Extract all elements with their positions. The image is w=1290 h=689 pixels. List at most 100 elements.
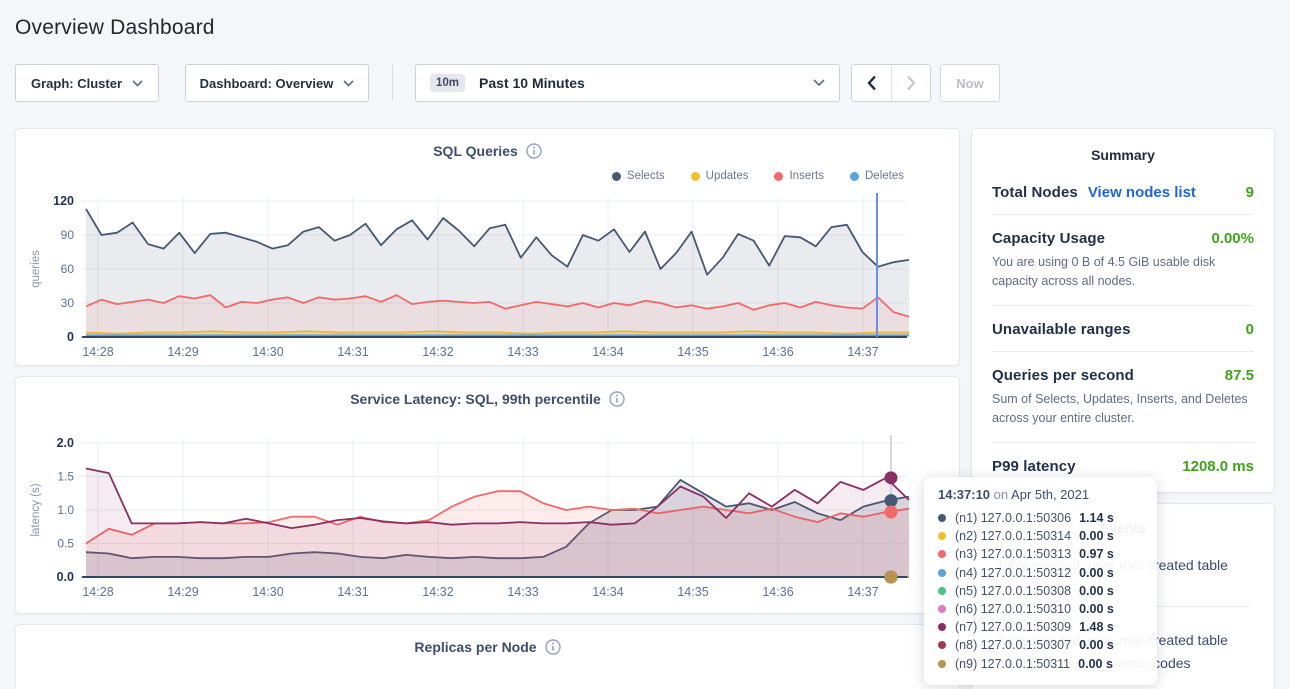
legend-item[interactable]: Selects xyxy=(612,167,665,185)
info-icon[interactable] xyxy=(609,391,625,407)
legend-item[interactable]: Deletes xyxy=(850,167,904,185)
tooltip-row: (n8) 127.0.0.1:50307 0.00 s xyxy=(938,636,1143,654)
legend-item[interactable]: Inserts xyxy=(774,167,824,185)
svg-text:1.5: 1.5 xyxy=(57,470,74,484)
time-step-buttons xyxy=(851,64,931,102)
time-range-badge: 10m xyxy=(430,74,465,92)
summary-value: 1208.0 ms xyxy=(1182,458,1254,475)
summary-value: 9 xyxy=(1246,184,1254,201)
tooltip-rows: (n1) 127.0.0.1:50306 1.14 s (n2) 127.0.0.1… xyxy=(938,509,1143,673)
summary-label: Queries per second xyxy=(992,367,1134,384)
tooltip-row: (n4) 127.0.0.1:50312 0.00 s xyxy=(938,564,1143,582)
tooltip-value: 0.00 s xyxy=(1078,657,1113,671)
sql-queries-title-row: SQL Queries xyxy=(16,129,959,159)
tooltip-row: (n1) 127.0.0.1:50306 1.14 s xyxy=(938,509,1143,527)
chart-title: Service Latency: SQL, 99th percentile xyxy=(350,391,601,407)
svg-text:latency (s): latency (s) xyxy=(30,483,42,536)
latency-card: Service Latency: SQL, 99th percentile 0.… xyxy=(15,376,960,614)
graph-scope-label: Graph: Cluster xyxy=(31,76,122,91)
tooltip-node-label: (n6) 127.0.0.1:50310 xyxy=(955,602,1071,616)
svg-text:0.5: 0.5 xyxy=(57,537,74,551)
summary-panel: Summary Total Nodes View nodes list 9 Capac… xyxy=(971,128,1275,493)
chart-legend: Selects Updates Inserts Deletes xyxy=(16,159,959,185)
legend-series-dot-icon xyxy=(691,172,700,181)
time-range-selector[interactable]: 10m Past 10 Minutes xyxy=(415,64,840,102)
svg-text:14:35: 14:35 xyxy=(677,585,708,599)
tooltip-node-label: (n8) 127.0.0.1:50307 xyxy=(955,638,1071,652)
tooltip-series-dot-icon xyxy=(938,587,946,595)
tooltip-series-dot-icon xyxy=(938,550,946,558)
legend-item[interactable]: Updates xyxy=(691,167,749,185)
tooltip-value: 0.97 s xyxy=(1079,547,1114,561)
spacer xyxy=(16,407,959,433)
tooltip-row: (n9) 127.0.0.1:50311 0.00 s xyxy=(938,655,1143,673)
tooltip-node-label: (n9) 127.0.0.1:50311 xyxy=(955,657,1070,671)
svg-text:14:37: 14:37 xyxy=(847,345,878,359)
legend-series-dot-icon xyxy=(774,172,783,181)
svg-text:14:37: 14:37 xyxy=(847,585,878,599)
tooltip-value: 0.00 s xyxy=(1079,566,1114,580)
time-now-button[interactable]: Now xyxy=(940,64,1000,102)
view-nodes-link[interactable]: View nodes list xyxy=(1088,184,1196,201)
legend-label: Selects xyxy=(627,170,665,182)
tooltip-node-label: (n7) 127.0.0.1:50309 xyxy=(955,620,1071,634)
dashboard-label: Dashboard: Overview xyxy=(200,76,334,91)
summary-row: Queries per second 87.5 Sum of Selects, Up… xyxy=(992,351,1254,442)
summary-rows: Total Nodes View nodes list 9 Capacity Usag… xyxy=(992,169,1254,488)
tooltip-value: 0.00 s xyxy=(1079,529,1114,543)
summary-description: Sum of Selects, Updates, Inserts, and De… xyxy=(992,390,1254,429)
tooltip-series-dot-icon xyxy=(938,532,946,540)
legend-label: Inserts xyxy=(789,170,824,182)
summary-value: 87.5 xyxy=(1225,367,1254,384)
tooltip-value: 0.00 s xyxy=(1079,638,1114,652)
tooltip-row: (n2) 127.0.0.1:503140.00 s xyxy=(938,527,1143,545)
time-prev-button[interactable] xyxy=(852,65,891,101)
tooltip-row: (n3) 127.0.0.1:50313 0.97 s xyxy=(938,545,1143,563)
svg-text:0: 0 xyxy=(67,330,74,344)
tooltip-value: 0.00 s xyxy=(1079,584,1114,598)
svg-text:14:35: 14:35 xyxy=(677,345,708,359)
toolbar-divider xyxy=(392,65,393,101)
info-icon[interactable] xyxy=(545,639,561,655)
svg-text:14:32: 14:32 xyxy=(422,585,453,599)
graph-scope-dropdown[interactable]: Graph: Cluster xyxy=(15,64,159,102)
latency-title-row: Service Latency: SQL, 99th percentile xyxy=(16,377,959,407)
tooltip-connector: on xyxy=(994,487,1008,502)
svg-text:14:29: 14:29 xyxy=(167,345,198,359)
summary-label: Total Nodes xyxy=(992,184,1078,201)
time-next-button[interactable] xyxy=(891,65,930,101)
dashboard-dropdown[interactable]: Dashboard: Overview xyxy=(185,64,369,102)
latency-chart[interactable]: 0.00.51.01.52.014:2814:2914:3014:3114:32… xyxy=(16,433,959,605)
chevron-left-icon xyxy=(867,75,877,91)
tooltip-value: 1.14 s xyxy=(1079,511,1114,525)
summary-title: Summary xyxy=(992,129,1254,169)
replicas-card: Replicas per Node xyxy=(15,624,960,689)
svg-text:14:31: 14:31 xyxy=(337,585,368,599)
chevron-down-icon xyxy=(132,80,143,87)
page-title: Overview Dashboard xyxy=(0,0,1290,40)
legend-label: Deletes xyxy=(865,170,904,182)
chart-hover-tooltip: 14:37:10 on Apr 5th, 2021 (n1) 127.0.0.1… xyxy=(924,477,1157,685)
info-icon[interactable] xyxy=(526,143,542,159)
summary-label: P99 latency xyxy=(992,458,1076,475)
tooltip-node-label: (n1) 127.0.0.1:50306 xyxy=(955,511,1071,525)
tooltip-row: (n5) 127.0.0.1:503080.00 s xyxy=(938,582,1143,600)
charts-column: SQL Queries Selects Updates Inserts Deletes… xyxy=(15,128,960,689)
svg-text:14:36: 14:36 xyxy=(762,345,793,359)
svg-text:0.0: 0.0 xyxy=(57,570,74,584)
sql-queries-chart[interactable]: 030609012014:2814:2914:3014:3114:3214:33… xyxy=(16,185,959,359)
tooltip-node-label: (n4) 127.0.0.1:50312 xyxy=(955,566,1071,580)
tooltip-node-label: (n3) 127.0.0.1:50313 xyxy=(955,547,1071,561)
svg-text:14:32: 14:32 xyxy=(422,345,453,359)
svg-text:120: 120 xyxy=(53,194,74,208)
summary-value: 0.00% xyxy=(1211,230,1254,247)
svg-text:2.0: 2.0 xyxy=(57,436,74,450)
svg-text:14:28: 14:28 xyxy=(82,345,113,359)
svg-text:14:30: 14:30 xyxy=(252,585,283,599)
svg-text:14:29: 14:29 xyxy=(167,585,198,599)
summary-label: Capacity Usage xyxy=(992,230,1105,247)
legend-label: Updates xyxy=(706,170,749,182)
tooltip-timestamp: 14:37:10 on Apr 5th, 2021 xyxy=(938,487,1143,502)
replicas-title-row: Replicas per Node xyxy=(16,625,959,655)
svg-text:90: 90 xyxy=(61,228,75,242)
